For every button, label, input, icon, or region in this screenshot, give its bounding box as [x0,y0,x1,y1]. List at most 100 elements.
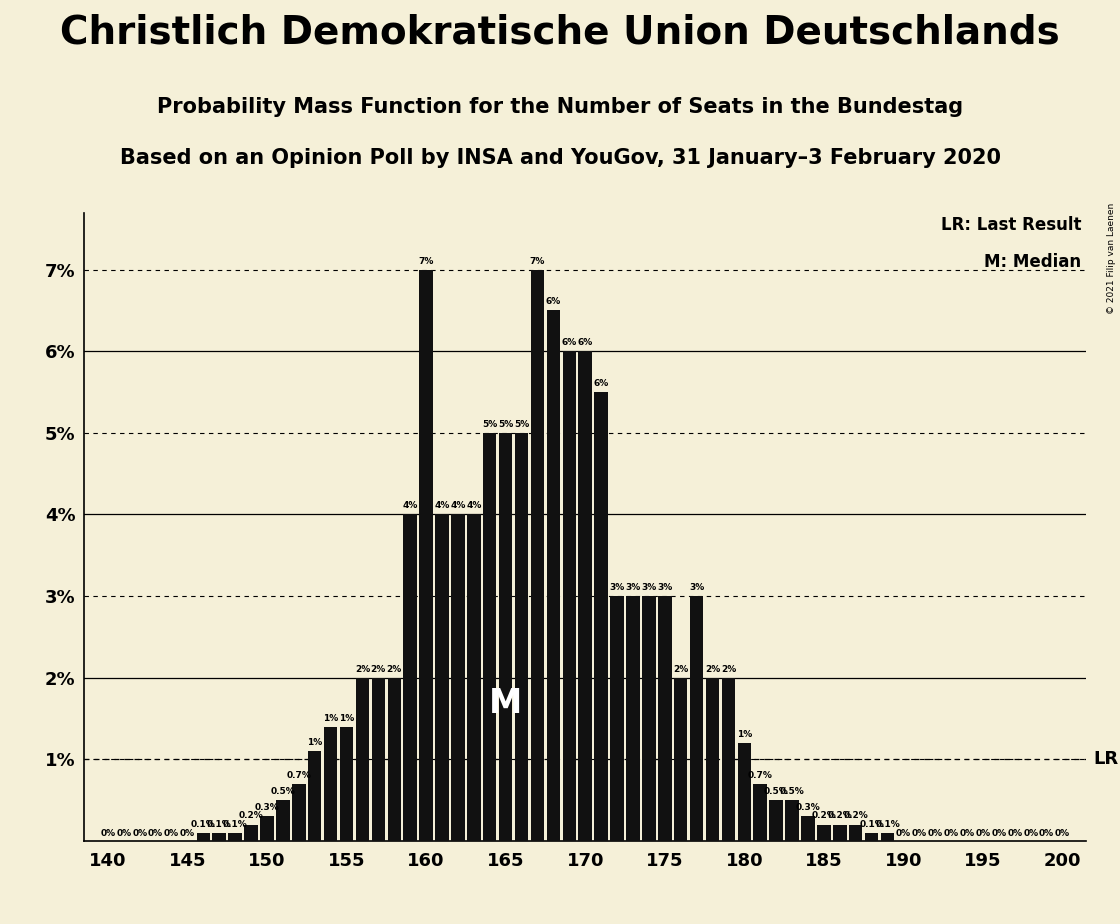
Bar [308,751,321,841]
Text: 0.1%: 0.1% [207,820,232,829]
Bar [498,432,513,841]
Text: 2%: 2% [721,664,736,674]
Bar [547,310,560,841]
Text: 0%: 0% [896,830,911,838]
Text: 1%: 1% [339,713,354,723]
Text: M: Median: M: Median [984,253,1082,272]
Bar [562,351,576,841]
Bar [339,726,353,841]
Bar [595,392,608,841]
Text: 2%: 2% [704,664,720,674]
Text: 6%: 6% [578,338,592,347]
Text: 0.2%: 0.2% [828,811,852,821]
Bar [674,677,688,841]
Text: 7%: 7% [530,257,545,265]
Text: 0.3%: 0.3% [795,803,820,812]
Text: © 2021 Filip van Laenen: © 2021 Filip van Laenen [1107,203,1116,314]
Text: 2%: 2% [371,664,386,674]
Text: 0%: 0% [960,830,974,838]
Text: 3%: 3% [609,583,625,592]
Text: 0%: 0% [132,830,147,838]
Bar [244,824,258,841]
Bar [880,833,894,841]
Bar [578,351,592,841]
Text: 0.1%: 0.1% [875,820,899,829]
Text: 2%: 2% [355,664,370,674]
Text: 0%: 0% [148,830,164,838]
Text: 0.7%: 0.7% [287,771,311,780]
Bar [610,596,624,841]
Text: 0.1%: 0.1% [190,820,216,829]
Text: 0%: 0% [943,830,959,838]
Bar [197,833,211,841]
Text: 1%: 1% [323,713,338,723]
Bar [738,743,752,841]
Text: 0%: 0% [976,830,990,838]
Text: 0.2%: 0.2% [812,811,837,821]
Text: 6%: 6% [561,338,577,347]
Text: 0%: 0% [116,830,131,838]
Bar [228,833,242,841]
Bar [531,270,544,841]
Bar [769,800,783,841]
Bar [213,833,226,841]
Bar [801,817,814,841]
Bar [626,596,640,841]
Bar [818,824,831,841]
Bar [324,726,337,841]
Text: 0%: 0% [927,830,943,838]
Text: 5%: 5% [514,419,529,429]
Text: 0%: 0% [912,830,927,838]
Text: LR: LR [1093,750,1119,768]
Bar [451,515,465,841]
Text: 0%: 0% [1055,830,1070,838]
Bar [467,515,480,841]
Text: 0.5%: 0.5% [764,787,788,796]
Text: 0%: 0% [1007,830,1023,838]
Text: 0.2%: 0.2% [239,811,263,821]
Text: 7%: 7% [419,257,433,265]
Text: 4%: 4% [402,502,418,510]
Bar [833,824,847,841]
Text: 3%: 3% [625,583,641,592]
Text: 0%: 0% [1039,830,1054,838]
Text: LR: Last Result: LR: Last Result [941,215,1082,234]
Text: 5%: 5% [482,419,497,429]
Text: 3%: 3% [657,583,672,592]
Text: 0.2%: 0.2% [843,811,868,821]
Bar [419,270,432,841]
Text: M: M [489,687,522,720]
Text: Probability Mass Function for the Number of Seats in the Bundestag: Probability Mass Function for the Number… [157,97,963,117]
Text: 0.5%: 0.5% [780,787,804,796]
Bar [865,833,878,841]
Text: 4%: 4% [435,502,450,510]
Text: 0%: 0% [101,830,115,838]
Bar [292,784,306,841]
Bar [388,677,401,841]
Bar [690,596,703,841]
Bar [356,677,370,841]
Text: 3%: 3% [642,583,656,592]
Text: 0%: 0% [1024,830,1038,838]
Text: 0%: 0% [180,830,195,838]
Bar [721,677,735,841]
Bar [260,817,273,841]
Text: 0.5%: 0.5% [271,787,296,796]
Text: 0%: 0% [164,830,179,838]
Bar [785,800,799,841]
Bar [849,824,862,841]
Bar [403,515,417,841]
Text: 0.1%: 0.1% [223,820,248,829]
Text: 1%: 1% [737,730,752,739]
Text: 2%: 2% [673,664,689,674]
Bar [372,677,385,841]
Text: 1%: 1% [307,738,323,747]
Text: 6%: 6% [594,379,609,388]
Bar [642,596,655,841]
Text: Christlich Demokratische Union Deutschlands: Christlich Demokratische Union Deutschla… [60,14,1060,52]
Text: Based on an Opinion Poll by INSA and YouGov, 31 January–3 February 2020: Based on an Opinion Poll by INSA and You… [120,148,1000,168]
Bar [436,515,449,841]
Text: 0.3%: 0.3% [254,803,279,812]
Text: 4%: 4% [450,502,466,510]
Bar [754,784,767,841]
